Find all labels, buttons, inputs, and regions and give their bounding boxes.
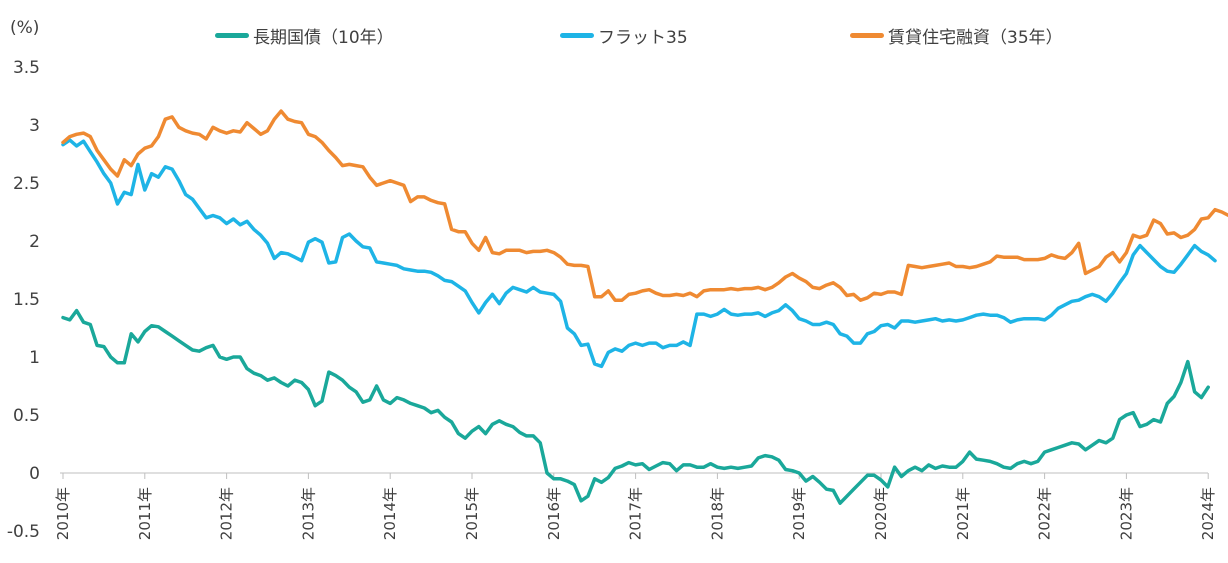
series-line-jgb-10y [61,308,1210,505]
x-tick-label: 2015年 [463,487,481,540]
x-tick-label: 2016年 [545,487,563,540]
legend-swatch-jgb-10y [215,32,249,38]
x-tick-label: 2013年 [299,487,317,540]
x-tick-label: 2021年 [954,487,972,540]
legend-label-jgb-10y: 長期国債（10年） [253,27,394,48]
legend-swatch-rental-loan-35y [850,32,884,38]
x-tick-label: 2012年 [218,487,236,540]
y-tick-label: 2.5 [13,174,40,194]
x-tick-label: 2014年 [381,487,399,540]
legend-label-flat35: フラット35 [598,27,688,48]
series-lines [61,109,1228,505]
x-tick-label: 2018年 [708,487,726,540]
y-tick-label: 2 [29,232,40,252]
series-line-rental-loan-35y [61,109,1228,302]
y-axis: 3.5 3 2.5 2 1.5 1 0.5 0 -0.5 [7,58,40,542]
x-tick-label: 2011年 [136,487,154,540]
x-tick-label: 2019年 [790,487,808,540]
y-tick-label: 3 [29,116,40,136]
series-line-flat35 [61,138,1217,369]
legend-item-jgb-10y: 長期国債（10年） [215,22,394,48]
y-tick-label: -0.5 [7,522,40,542]
legend-item-flat35: フラット35 [560,22,688,48]
legend-item-rental-loan-35y: 賃貸住宅融資（35年） [850,22,1063,48]
x-tick-label: 2010年 [54,487,72,540]
y-tick-label: 3.5 [13,58,40,78]
legend-swatch-flat35 [560,32,594,38]
x-tick-label: 2020年 [872,487,890,540]
x-tick-label: 2017年 [627,487,645,540]
y-tick-label: 1 [29,348,40,368]
y-axis-unit-label: (%) [10,18,40,38]
x-tick-label: 2023年 [1117,487,1135,540]
x-axis: 2010年 2011年 2012年 2013年 2014年 2015年 2016年 2017年… [54,472,1217,540]
y-tick-label: 1.5 [13,290,40,310]
y-tick-label: 0 [29,464,40,484]
x-tick-label: 2022年 [1036,487,1054,540]
x-tick-label: 2024年 [1199,487,1217,540]
legend-label-rental-loan-35y: 賃貸住宅融資（35年） [888,27,1063,48]
y-tick-label: 0.5 [13,406,40,426]
